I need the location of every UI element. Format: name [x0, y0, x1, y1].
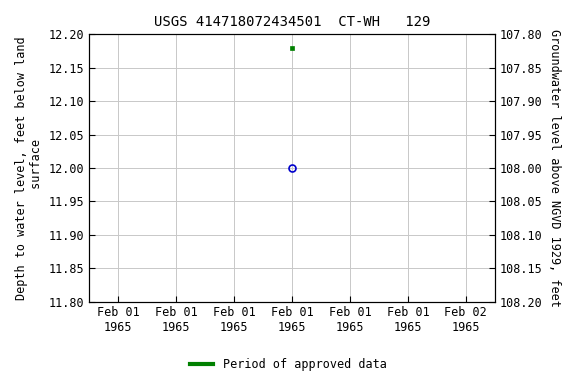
- Y-axis label: Depth to water level, feet below land
 surface: Depth to water level, feet below land su…: [15, 36, 43, 300]
- Y-axis label: Groundwater level above NGVD 1929, feet: Groundwater level above NGVD 1929, feet: [548, 29, 561, 307]
- Legend: Period of approved data: Period of approved data: [185, 354, 391, 376]
- Title: USGS 414718072434501  CT-WH   129: USGS 414718072434501 CT-WH 129: [154, 15, 430, 29]
